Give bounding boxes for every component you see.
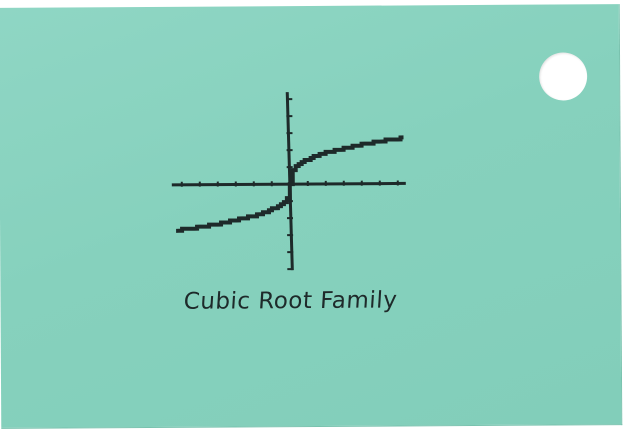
cube-root-curve	[176, 135, 404, 233]
axis-ticks	[180, 98, 399, 271]
graph-canvas	[171, 92, 406, 271]
y-axis	[285, 92, 294, 271]
punched-hole	[539, 52, 588, 101]
cube-root-graph	[167, 87, 413, 276]
card-caption: Cubic Root Family	[182, 287, 399, 315]
index-card: Cubic Root Family	[0, 4, 623, 429]
